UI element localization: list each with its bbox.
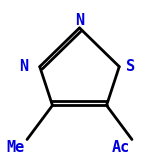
Text: N: N — [75, 13, 84, 28]
Text: N: N — [19, 59, 28, 74]
Text: Ac: Ac — [112, 140, 130, 155]
Text: S: S — [126, 59, 135, 74]
Text: Me: Me — [7, 140, 25, 155]
